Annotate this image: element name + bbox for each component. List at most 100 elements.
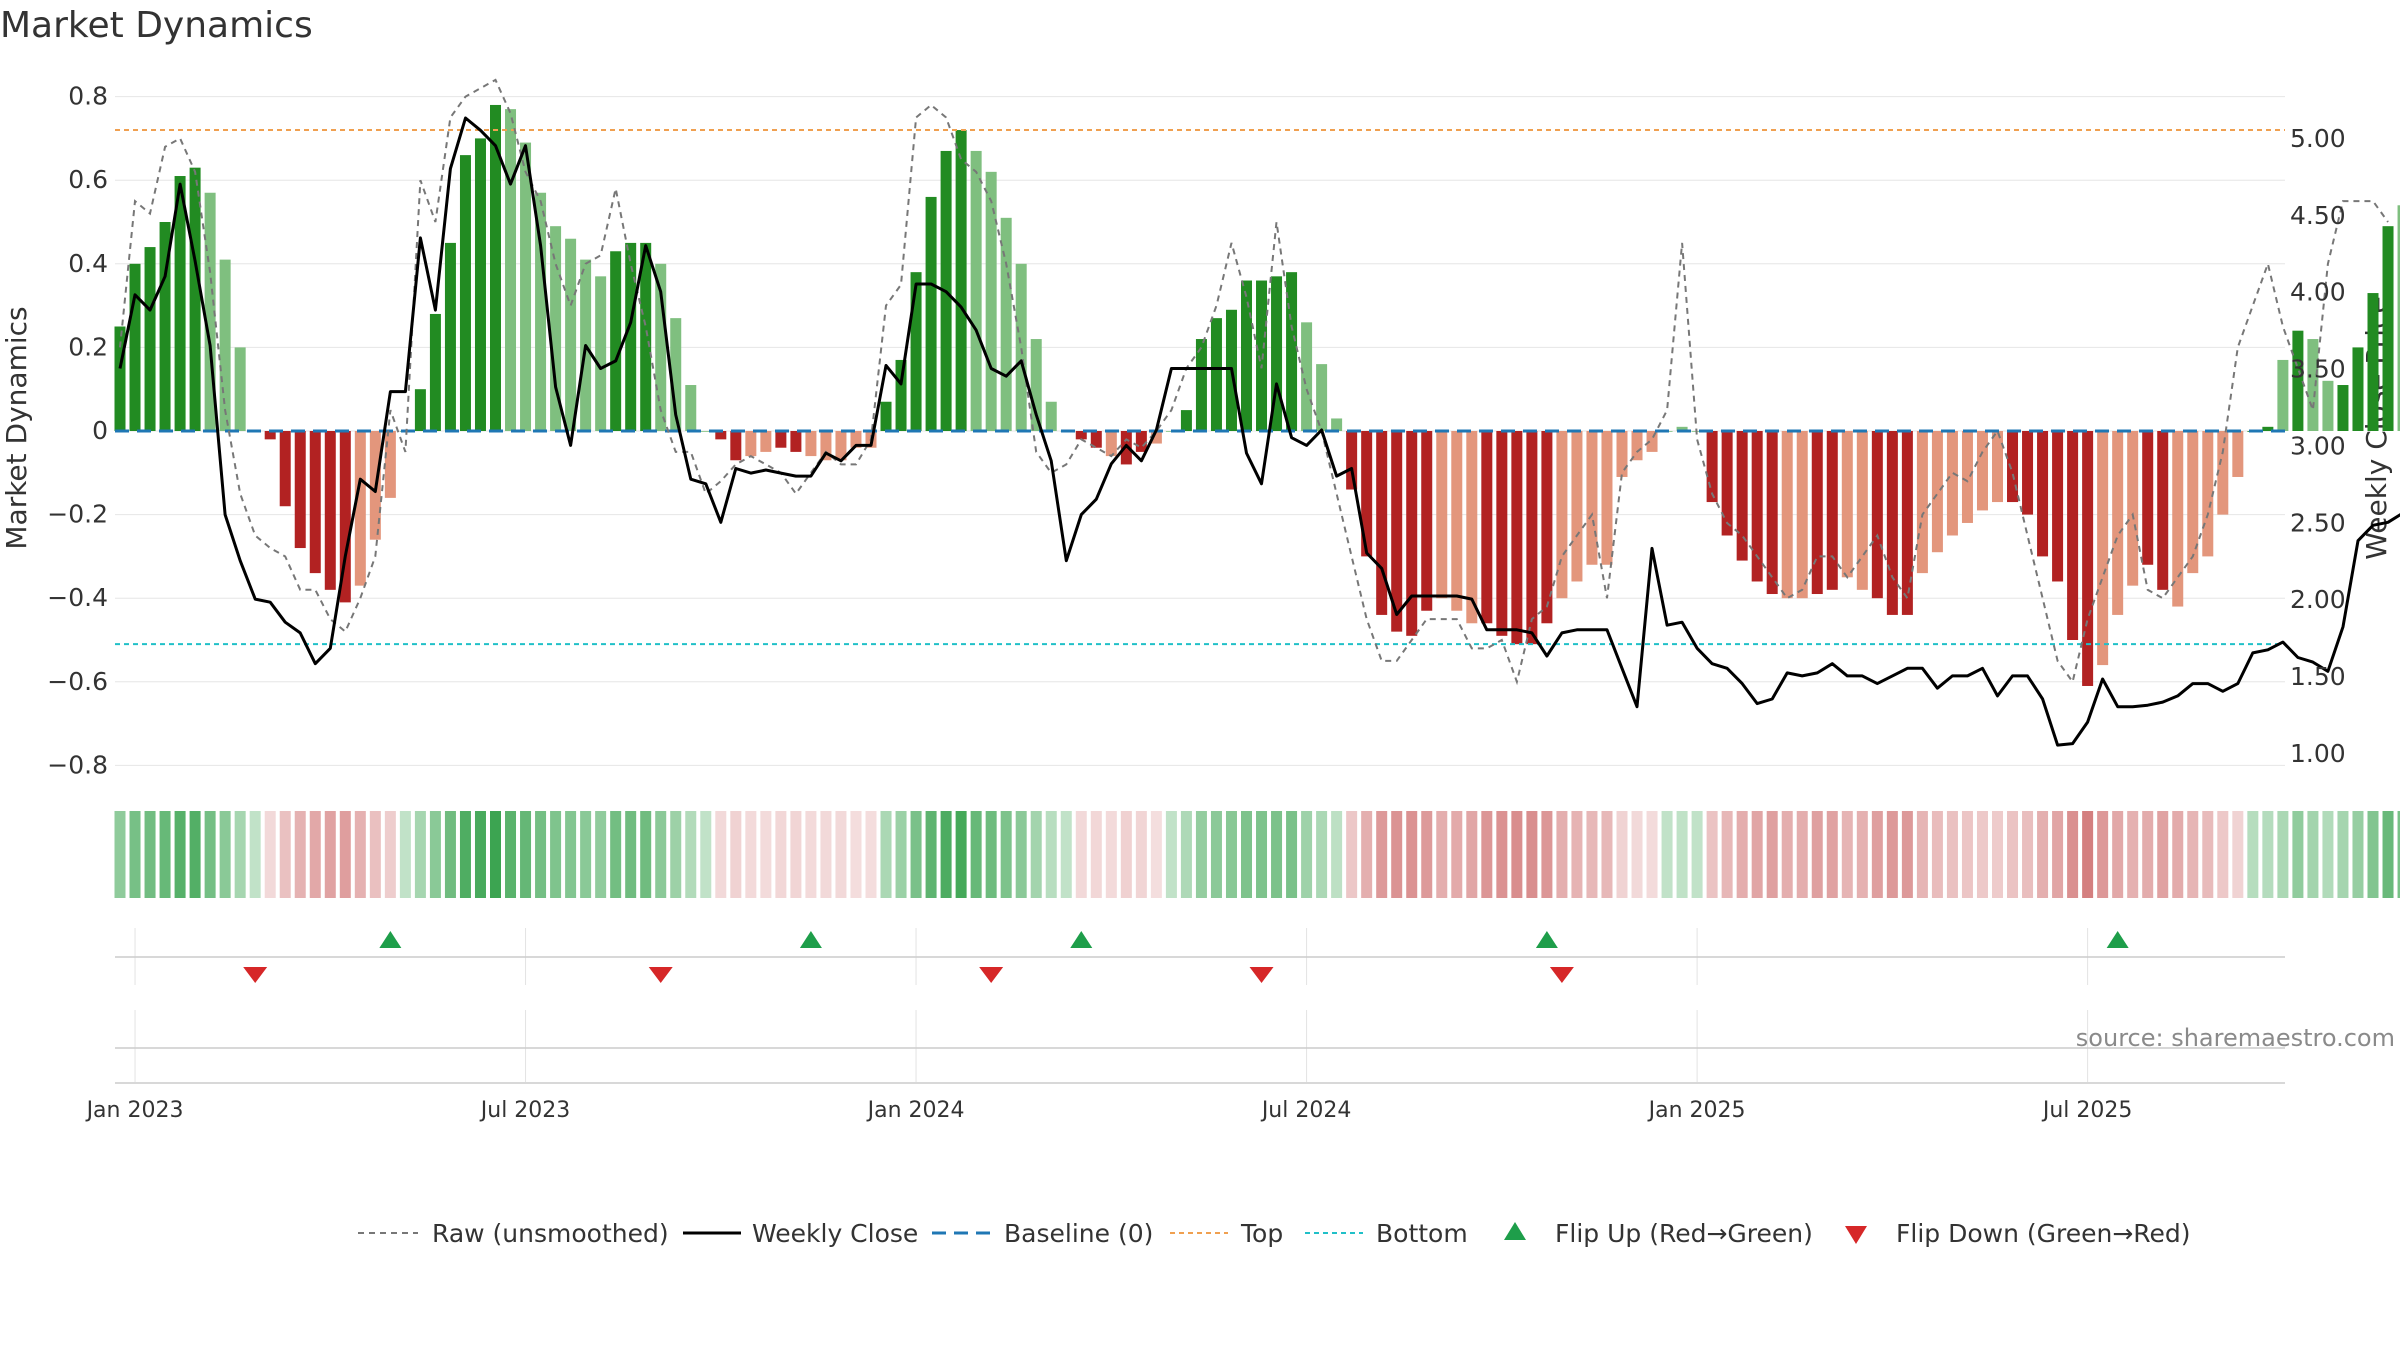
- dynamics-bar: [535, 192, 547, 431]
- heat-cell: [1075, 811, 1087, 898]
- dynamics-bar: [820, 431, 832, 461]
- heat-cell: [550, 811, 562, 898]
- dynamics-bar: [2052, 431, 2064, 582]
- heat-cell: [1691, 811, 1703, 898]
- dynamics-bar: [2202, 431, 2214, 557]
- flip-up-marker: [1070, 931, 1093, 948]
- y-tick-label-right: 1.00: [2290, 739, 2346, 768]
- dynamics-bar: [2232, 431, 2244, 477]
- heat-cell: [2352, 811, 2364, 898]
- dynamics-bar: [1030, 339, 1042, 431]
- heat-cell: [505, 811, 517, 898]
- heat-cell: [1886, 811, 1898, 898]
- legend-baseline-label: Baseline (0): [1004, 1219, 1153, 1248]
- heat-cell: [1361, 811, 1373, 898]
- dynamics-bar: [640, 242, 652, 431]
- dynamics-bar: [850, 431, 862, 448]
- heat-cell: [1030, 811, 1042, 898]
- flip-down-marker: [243, 967, 268, 983]
- dynamics-bar: [970, 150, 982, 431]
- heat-cell: [2277, 811, 2289, 898]
- dynamics-bar: [610, 251, 622, 431]
- dynamics-bar: [700, 431, 712, 432]
- dynamics-bar: [1961, 431, 1973, 523]
- dynamics-bar: [1886, 431, 1898, 615]
- heat-cell: [279, 811, 291, 898]
- heat-cell: [2022, 811, 2034, 898]
- dynamics-bar: [1180, 410, 1192, 431]
- dynamics-bar: [490, 104, 501, 432]
- heat-cell: [2007, 811, 2019, 898]
- y-tick-label-left: 0: [92, 416, 108, 445]
- x-tick-label: Jul 2023: [479, 1098, 571, 1123]
- heat-cell: [1195, 811, 1207, 898]
- dynamics-bar: [505, 109, 517, 431]
- heat-cell: [2367, 811, 2379, 898]
- heat-cell: [309, 811, 321, 898]
- x-tick-label: Jan 2023: [85, 1098, 184, 1123]
- dynamics-bar: [550, 226, 562, 431]
- y-tick-label-left: −0.6: [47, 667, 108, 696]
- dynamics-bar: [595, 276, 607, 431]
- dynamics-bar: [189, 167, 201, 431]
- heat-cell: [1120, 811, 1132, 898]
- heat-cell: [1856, 811, 1868, 898]
- heat-cell: [114, 811, 126, 898]
- heat-cell: [790, 811, 802, 898]
- dynamics-bar: [1511, 431, 1523, 645]
- heat-cell: [189, 811, 201, 898]
- heat-cell: [429, 811, 441, 898]
- dynamics-bar: [1346, 431, 1358, 490]
- dynamics-bar: [1286, 272, 1298, 431]
- dynamics-bar: [339, 431, 351, 603]
- heat-cell: [1301, 811, 1313, 898]
- legend-top-label: Top: [1240, 1219, 1283, 1248]
- dynamics-bar: [204, 192, 216, 431]
- heat-cell: [2292, 811, 2304, 898]
- dynamics-bar: [1135, 431, 1147, 452]
- heat-cell: [294, 811, 306, 898]
- heat-cell: [730, 811, 742, 898]
- heat-cell: [895, 811, 907, 898]
- dynamics-bar: [925, 196, 937, 431]
- heat-cell: [129, 811, 141, 898]
- heat-cell: [1961, 811, 1973, 898]
- heat-cell: [1631, 811, 1643, 898]
- heat-cell: [1526, 811, 1538, 898]
- y-tick-label-left: 0.8: [68, 82, 108, 111]
- dynamics-bar: [2067, 431, 2079, 640]
- dynamics-bar: [2307, 339, 2319, 431]
- heat-cell: [1646, 811, 1658, 898]
- dynamics-bar: [880, 401, 892, 431]
- dynamics-bar: [2337, 385, 2349, 431]
- heat-cell: [2307, 811, 2319, 898]
- heat-cell: [1241, 811, 1252, 898]
- heat-cell: [1796, 811, 1808, 898]
- flip-up-marker: [799, 931, 822, 948]
- heat-cell: [865, 811, 877, 898]
- flip-markers-panel: [115, 931, 2285, 983]
- dynamics-bar: [294, 431, 306, 549]
- dynamics-bar: [129, 263, 141, 431]
- x-axis-ticks: Jan 2023 Jul 2023 Jan 2024 Jul 2024 Jan 2025…: [85, 1098, 2133, 1123]
- dynamics-bar: [1331, 418, 1343, 431]
- y-tick-label-left: 0.6: [68, 165, 108, 194]
- heat-cell: [640, 811, 652, 898]
- heat-cell: [565, 811, 577, 898]
- heat-cell: [204, 811, 216, 898]
- heat-cell: [1871, 811, 1883, 898]
- y-tick-label-right: 3.50: [2290, 355, 2346, 384]
- dynamics-bar: [234, 347, 246, 431]
- heat-cell: [2217, 811, 2229, 898]
- dynamics-bar: [2022, 431, 2034, 515]
- flip-up-marker: [379, 931, 402, 948]
- y-tick-label-right: 1.50: [2290, 662, 2346, 691]
- heat-cell: [1045, 811, 1057, 898]
- dynamics-bar: [1496, 431, 1508, 636]
- heat-cell: [474, 811, 486, 898]
- heat-cell: [1571, 811, 1583, 898]
- dynamics-bar: [1466, 431, 1478, 624]
- heat-cell: [1165, 811, 1177, 898]
- dynamics-bar: [174, 176, 186, 431]
- heat-cell: [384, 811, 396, 898]
